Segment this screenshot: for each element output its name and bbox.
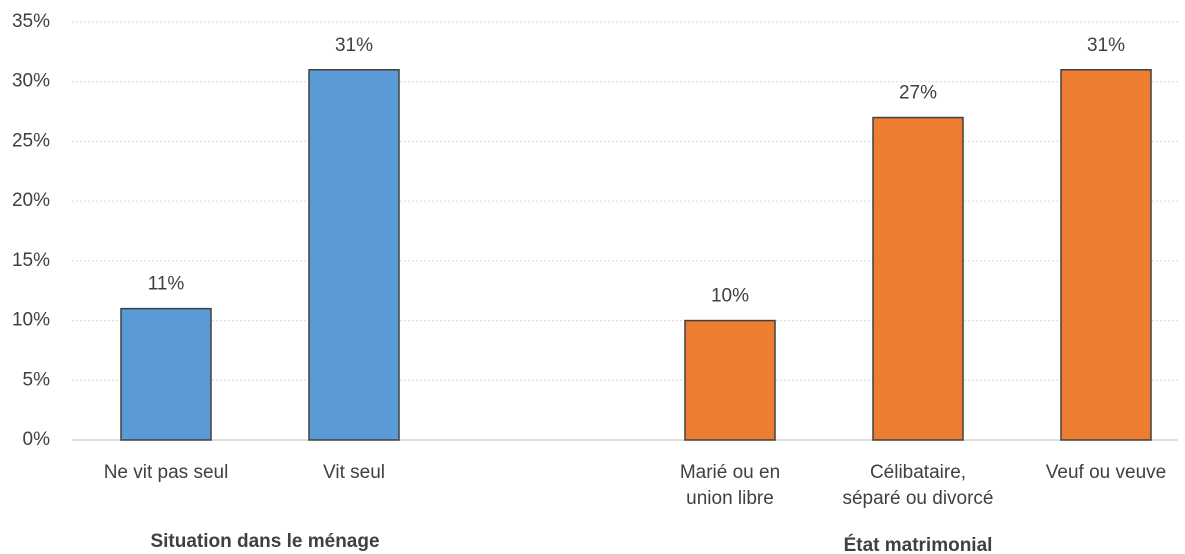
y-tick-label: 15% <box>12 250 50 271</box>
bar <box>308 69 400 441</box>
bar <box>120 307 212 441</box>
y-tick-label: 0% <box>23 429 51 450</box>
y-tick-label: 20% <box>12 190 50 211</box>
x-tick-label: Marié ou en union libre <box>679 462 781 509</box>
bar <box>1060 69 1152 441</box>
data-label: 27% <box>899 83 937 104</box>
y-tick-label: 35% <box>12 11 50 32</box>
y-tick-label: 25% <box>12 130 50 151</box>
y-tick-label: 5% <box>23 369 51 390</box>
x-tick-label: Célibataire, séparé ou divorcé <box>842 462 994 509</box>
data-label: 31% <box>335 35 373 56</box>
bar <box>684 319 776 441</box>
data-label: 11% <box>148 274 185 295</box>
y-tick-label: 10% <box>12 310 50 331</box>
y-tick-label: 30% <box>12 71 50 92</box>
data-label: 10% <box>711 286 749 307</box>
group-label: Situation dans le ménage <box>150 531 379 552</box>
bar <box>872 116 964 441</box>
group-label: État matrimonial <box>844 534 993 554</box>
data-label: 31% <box>1087 35 1125 56</box>
x-tick-label: Vit seul <box>323 462 385 483</box>
x-tick-label: Ne vit pas seul <box>103 462 229 483</box>
x-tick-label: Veuf ou veuve <box>1045 462 1167 483</box>
